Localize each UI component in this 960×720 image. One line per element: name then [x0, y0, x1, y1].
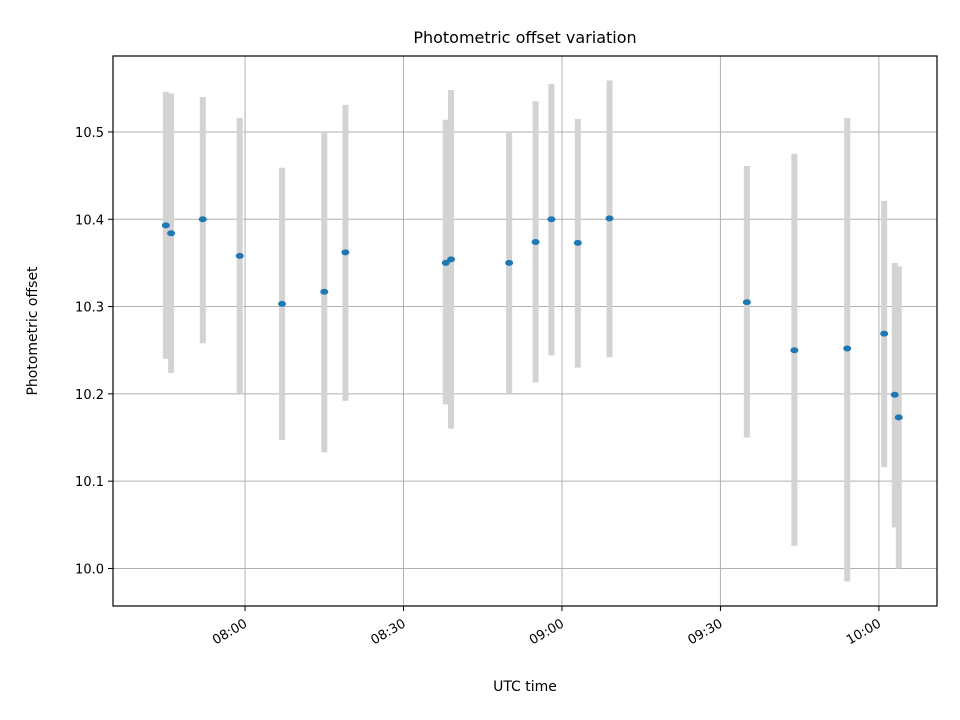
data-point: [441, 259, 450, 266]
data-point: [880, 330, 889, 337]
data-point: [167, 230, 176, 237]
data-point: [843, 345, 852, 352]
data-point: [605, 215, 614, 222]
data-point: [547, 216, 556, 223]
chart-title: Photometric offset variation: [413, 28, 636, 47]
data-point: [320, 288, 329, 295]
data-point: [573, 239, 582, 246]
data-point: [890, 391, 899, 398]
data-point: [341, 249, 350, 256]
y-tick-label: 10.1: [75, 475, 104, 490]
data-point: [894, 414, 903, 421]
data-point: [742, 299, 751, 306]
data-point: [235, 252, 244, 259]
y-tick-label: 10.0: [75, 562, 104, 577]
data-points: [161, 215, 903, 421]
data-point: [790, 347, 799, 354]
data-point: [161, 222, 170, 229]
data-point: [531, 238, 540, 245]
data-point: [447, 256, 456, 263]
data-point: [198, 216, 207, 223]
y-tick-label: 10.3: [75, 301, 104, 316]
grid-lines: [113, 56, 937, 606]
y-tick-label: 10.4: [75, 213, 104, 228]
y-axis-label: Photometric offset: [25, 266, 41, 396]
data-point: [278, 300, 287, 307]
data-point: [505, 259, 514, 266]
axes-frame: [112, 55, 938, 607]
y-tick-label: 10.5: [75, 126, 104, 141]
x-axis-label: UTC time: [493, 679, 557, 695]
y-axis-ticks: 10.0 10.1 10.2 10.3 10.4 10.5: [75, 126, 113, 577]
y-tick-label: 10.2: [75, 388, 104, 403]
